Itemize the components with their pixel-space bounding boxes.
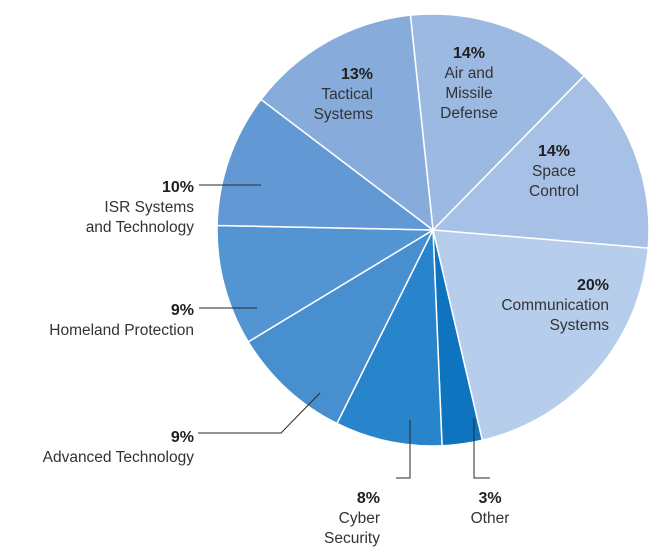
- slice-name-tactical-line-0: Tactical: [321, 86, 373, 103]
- slice-percent-comm: 20%: [577, 277, 609, 294]
- slice-percent-isr: 10%: [162, 179, 194, 196]
- pie-slice-space: [431, 74, 650, 249]
- pie-slice-advanced: [247, 228, 435, 425]
- slice-percent-space: 14%: [538, 143, 570, 160]
- leader-line-cyber: [396, 420, 411, 479]
- slice-name-cyber-line-0: Cyber: [339, 510, 380, 527]
- slice-name-air-line-2: Defense: [440, 105, 498, 122]
- slice-percent-air: 14%: [453, 45, 485, 62]
- slice-label-comm: 20% Communication Systems: [501, 277, 609, 334]
- slice-label-advanced: 9% Advanced Technology: [43, 429, 195, 466]
- slice-label-other: 3% Other: [471, 490, 510, 527]
- leader-line-advanced: [198, 392, 321, 434]
- slice-label-homeland: 9% Homeland Protection: [49, 302, 194, 339]
- slice-name-isr-line-1: and Technology: [86, 219, 195, 236]
- slice-label-space: 14% Space Control: [529, 143, 579, 200]
- slice-name-air-line-0: Air and: [444, 65, 493, 82]
- slice-percent-homeland: 9%: [171, 302, 194, 319]
- pie-slice-cyber: [335, 229, 443, 447]
- pie-slice-isr: [216, 98, 436, 231]
- slice-name-space-line-0: Space: [532, 163, 576, 180]
- pie-slice-comm: [432, 229, 650, 442]
- slice-label-isr: 10% ISR Systems and Technology: [86, 179, 195, 236]
- slice-label-tactical: 13% Tactical Systems: [314, 66, 374, 123]
- slice-name-isr-line-0: ISR Systems: [104, 199, 194, 216]
- leader-lines: [198, 184, 490, 479]
- slice-name-cyber-line-1: Security: [324, 530, 380, 547]
- pie-slices: [216, 13, 650, 447]
- slice-name-comm-line-0: Communication: [501, 297, 609, 314]
- slice-name-comm-line-1: Systems: [550, 317, 610, 334]
- pie-slice-homeland: [216, 224, 436, 343]
- slice-name-air-line-1: Missile: [445, 85, 492, 102]
- pie-slice-tactical: [259, 14, 434, 232]
- slice-percent-tactical: 13%: [341, 66, 373, 83]
- pie-slice-air: [409, 13, 586, 232]
- slice-percent-advanced: 9%: [171, 429, 194, 446]
- slice-label-cyber: 8% Cyber Security: [324, 490, 380, 547]
- slice-labels: 14% Air and Missile Defense 14% Space Control 2…: [43, 45, 610, 547]
- slice-name-homeland-line-0: Homeland Protection: [49, 322, 194, 339]
- slice-name-advanced-line-0: Advanced Technology: [43, 449, 195, 466]
- slice-percent-cyber: 8%: [357, 490, 380, 507]
- slice-name-tactical-line-1: Systems: [314, 106, 374, 123]
- leader-line-other: [473, 418, 490, 479]
- slice-name-other-line-0: Other: [471, 510, 510, 527]
- slice-percent-other: 3%: [478, 490, 501, 507]
- slice-label-air: 14% Air and Missile Defense: [440, 45, 498, 122]
- slice-name-space-line-1: Control: [529, 183, 579, 200]
